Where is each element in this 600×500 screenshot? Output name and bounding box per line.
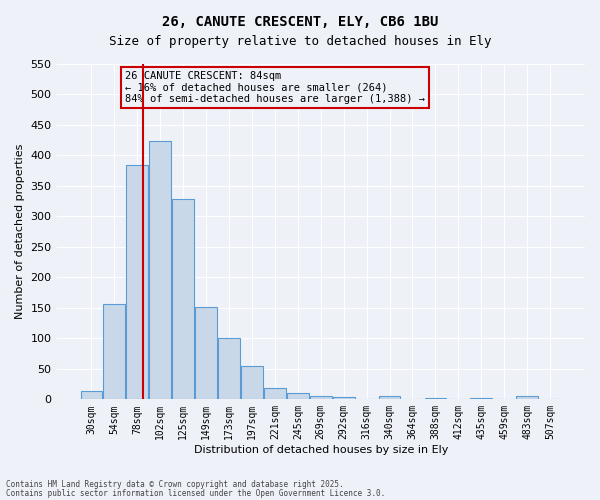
Bar (218, 338, 240, 400)
Bar (333, 397, 355, 400)
X-axis label: Distribution of detached houses by size in Ely: Distribution of detached houses by size … (194, 445, 448, 455)
Bar (195, 306, 217, 400)
Bar (80, 391, 103, 400)
Bar (287, 393, 309, 400)
Bar (172, 198, 194, 400)
Bar (264, 388, 286, 400)
Bar (516, 396, 538, 400)
Bar (149, 141, 171, 400)
Bar (127, 164, 148, 400)
Text: 26, CANUTE CRESCENT, ELY, CB6 1BU: 26, CANUTE CRESCENT, ELY, CB6 1BU (162, 15, 438, 29)
Text: Contains public sector information licensed under the Open Government Licence 3.: Contains public sector information licen… (6, 488, 385, 498)
Text: Contains HM Land Registry data © Crown copyright and database right 2025.: Contains HM Land Registry data © Crown c… (6, 480, 344, 489)
Bar (310, 396, 332, 400)
Bar (425, 398, 446, 400)
Bar (103, 304, 125, 400)
Bar (470, 398, 492, 400)
Y-axis label: Number of detached properties: Number of detached properties (15, 144, 25, 320)
Text: 26 CANUTE CRESCENT: 84sqm
← 16% of detached houses are smaller (264)
84% of semi: 26 CANUTE CRESCENT: 84sqm ← 16% of detac… (125, 70, 425, 104)
Bar (379, 396, 400, 400)
Text: Size of property relative to detached houses in Ely: Size of property relative to detached ho… (109, 35, 491, 48)
Bar (241, 366, 263, 400)
Bar (356, 398, 377, 400)
